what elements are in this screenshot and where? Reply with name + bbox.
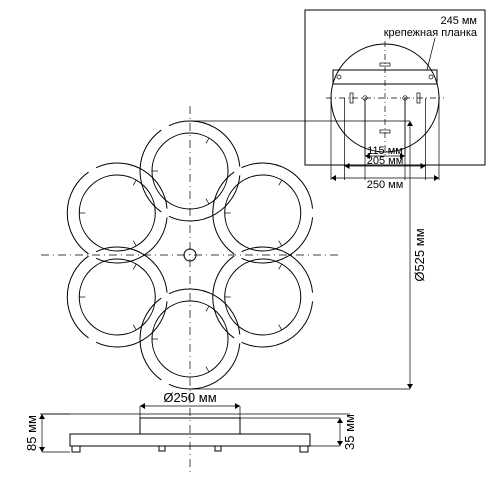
svg-text:Ø525 мм: Ø525 мм [412,228,427,281]
svg-text:245 мм: 245 мм [440,15,477,27]
svg-text:35 мм: 35 мм [342,414,357,450]
side-view: Ø250 мм 85 мм 35 мм [24,390,357,476]
svg-text:85 мм: 85 мм [24,415,39,451]
svg-text:205 мм: 205 мм [367,155,404,167]
svg-text:крепежная планка: крепежная планка [384,27,478,39]
svg-text:250 мм: 250 мм [367,179,404,191]
svg-text:Ø250 мм: Ø250 мм [163,390,216,405]
inset-panel: 245 ммкрепежная планка115 мм205 мм250 мм [305,10,485,191]
